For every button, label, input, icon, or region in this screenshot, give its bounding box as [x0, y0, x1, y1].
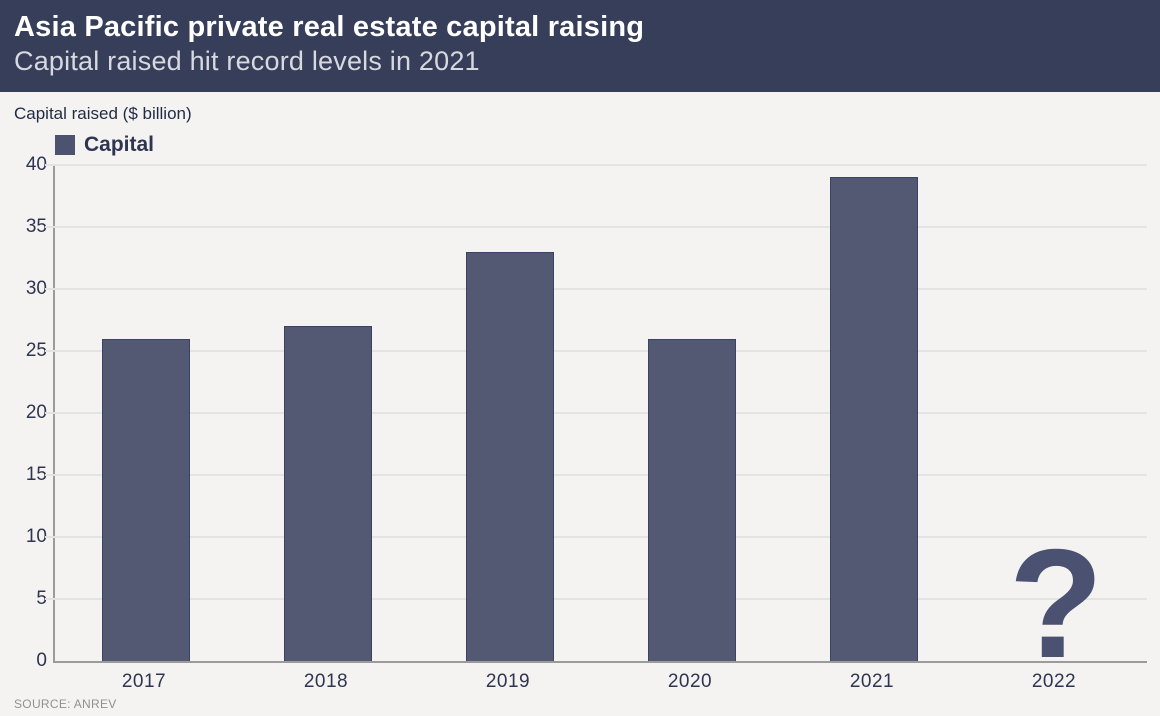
gridline: [45, 226, 1147, 228]
bar-2019: [466, 251, 554, 661]
y-axis-title: Capital raised ($ billion): [14, 104, 192, 123]
y-tick-label: 20: [25, 402, 47, 423]
gridline: [45, 412, 1147, 414]
gridline: [45, 350, 1147, 352]
plot-area: ?: [45, 164, 1147, 681]
header: Asia Pacific private real estate capital…: [0, 0, 1160, 92]
x-axis-tick-labels: 2017 2018 2019 2020 2021 2022: [53, 670, 1145, 694]
x-tick-label: 2017: [121, 671, 167, 692]
gridline: [45, 474, 1147, 476]
bar-2020: [648, 338, 736, 661]
x-tick-label: 2022: [1031, 671, 1077, 692]
gridline: [45, 164, 1147, 166]
y-tick-label: 40: [25, 154, 47, 175]
legend-label: Capital: [84, 133, 155, 156]
legend-swatch-icon: [55, 135, 75, 155]
gridline: [45, 598, 1147, 600]
missing-data-question-mark: ?: [1008, 517, 1104, 690]
x-tick-label: 2020: [667, 671, 713, 692]
x-tick-label: 2021: [849, 671, 895, 692]
y-tick-label: 10: [25, 526, 47, 547]
source-note: SOURCE: ANREV: [14, 697, 117, 711]
y-tick-label: 15: [25, 464, 47, 485]
y-axis-tick-labels: 0 5 10 15 20 25 30 35 40: [0, 154, 47, 671]
bar-2017: [102, 338, 190, 661]
y-tick-label: 30: [25, 278, 47, 299]
x-tick-label: 2018: [303, 671, 349, 692]
bar-2018: [284, 326, 372, 661]
chart-title: Asia Pacific private real estate capital…: [14, 11, 645, 43]
y-tick-label: 35: [25, 216, 47, 237]
x-tick-label: 2019: [485, 671, 531, 692]
bar-2021: [830, 177, 918, 661]
y-tick-label: 0: [36, 650, 47, 671]
legend: Capital: [55, 133, 154, 157]
y-tick-label: 25: [25, 340, 47, 361]
chart-subtitle: Capital raised hit record levels in 2021: [14, 46, 480, 76]
gridline: [45, 536, 1147, 538]
gridline: [45, 288, 1147, 290]
y-tick-label: 5: [36, 588, 47, 609]
